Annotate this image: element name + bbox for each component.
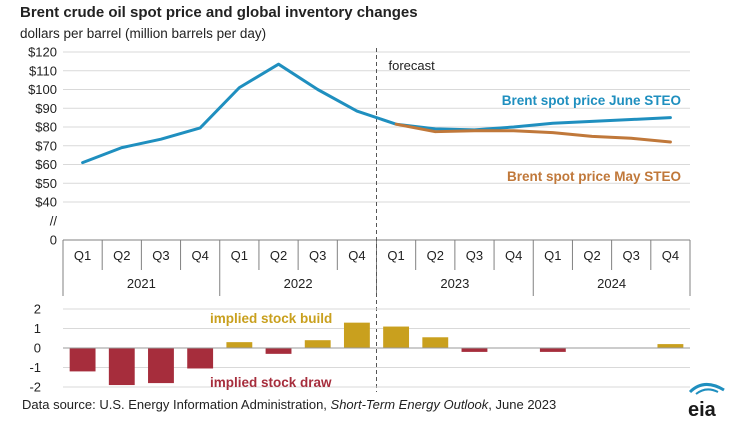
- series-line-june: [81, 62, 672, 165]
- stock-build-bar: [304, 340, 331, 348]
- stock-draw-bar: [461, 348, 488, 352]
- stock-build-bar: [422, 337, 449, 348]
- x-tick-quarter: Q1: [231, 248, 248, 263]
- x-tick-quarter: Q1: [544, 248, 561, 263]
- series-line-may: [394, 122, 672, 144]
- series-label-may: Brent spot price May STEO: [507, 169, 681, 184]
- y-tick-label: 2: [34, 302, 41, 317]
- annotation-build: implied stock build: [210, 311, 332, 326]
- chart-subtitle: dollars per barrel (million barrels per …: [20, 26, 267, 41]
- y-tick-label: //: [50, 214, 58, 229]
- x-tick-quarter: Q3: [309, 248, 326, 263]
- y-tick-label: $120: [28, 45, 57, 60]
- eia-logo: eia: [688, 383, 725, 420]
- stock-build-bar: [343, 322, 370, 348]
- source-publication: Short-Term Energy Outlook: [330, 397, 489, 412]
- x-tick-quarter: Q4: [348, 248, 365, 263]
- x-tick-quarter: Q1: [387, 248, 404, 263]
- y-tick-label: $100: [28, 82, 57, 97]
- stock-draw-bar: [69, 348, 96, 372]
- forecast-label: forecast: [389, 58, 436, 73]
- y-tick-label: 0: [50, 233, 57, 248]
- source-suffix: , June 2023: [488, 397, 557, 412]
- x-tick-year: 2021: [127, 276, 156, 291]
- y-tick-label: $40: [35, 195, 57, 210]
- x-tick-quarter: Q3: [466, 248, 483, 263]
- x-tick-quarter: Q4: [191, 248, 208, 263]
- y-tick-label: $90: [35, 101, 57, 116]
- y-tick-label: $110: [29, 63, 57, 78]
- x-tick-quarter: Q1: [74, 248, 91, 263]
- y-tick-label: 1: [34, 321, 41, 336]
- y-tick-label: -2: [29, 380, 41, 395]
- x-tick-quarter: Q3: [152, 248, 169, 263]
- stock-build-bar: [657, 344, 684, 348]
- x-tick-quarter: Q2: [427, 248, 444, 263]
- series-label-june: Brent spot price June STEO: [502, 93, 681, 108]
- y-tick-label: $70: [35, 138, 57, 153]
- x-tick-quarter: Q2: [113, 248, 130, 263]
- stock-draw-bar: [539, 348, 566, 352]
- x-tick-quarter: Q4: [662, 248, 679, 263]
- x-tick-year: 2024: [597, 276, 626, 291]
- chart-title: Brent crude oil spot price and global in…: [20, 4, 418, 21]
- stock-draw-bar: [148, 348, 174, 384]
- y-tick-label: $80: [35, 120, 57, 135]
- x-tick-quarter: Q3: [623, 248, 640, 263]
- stock-draw-bar: [265, 348, 292, 354]
- logo-text: eia: [688, 399, 717, 420]
- x-tick-year: 2023: [440, 276, 469, 291]
- stock-build-bar: [383, 326, 410, 348]
- stock-build-bar: [226, 342, 253, 348]
- source-prefix: Data source: U.S. Energy Information Adm…: [22, 397, 331, 412]
- x-tick-quarter: Q2: [270, 248, 287, 263]
- stock-draw-bar: [108, 348, 135, 386]
- annotation-draw: implied stock draw: [210, 375, 332, 390]
- y-tick-label: $50: [35, 176, 57, 191]
- stock-draw-bar: [187, 348, 214, 369]
- data-source-note: Data source: U.S. Energy Information Adm…: [22, 397, 556, 412]
- x-tick-quarter: Q4: [505, 248, 522, 263]
- x-tick-quarter: Q2: [583, 248, 600, 263]
- y-tick-label: 0: [34, 341, 41, 356]
- y-tick-label: $60: [35, 157, 57, 172]
- y-tick-label: -1: [29, 360, 41, 375]
- x-tick-year: 2022: [284, 276, 313, 291]
